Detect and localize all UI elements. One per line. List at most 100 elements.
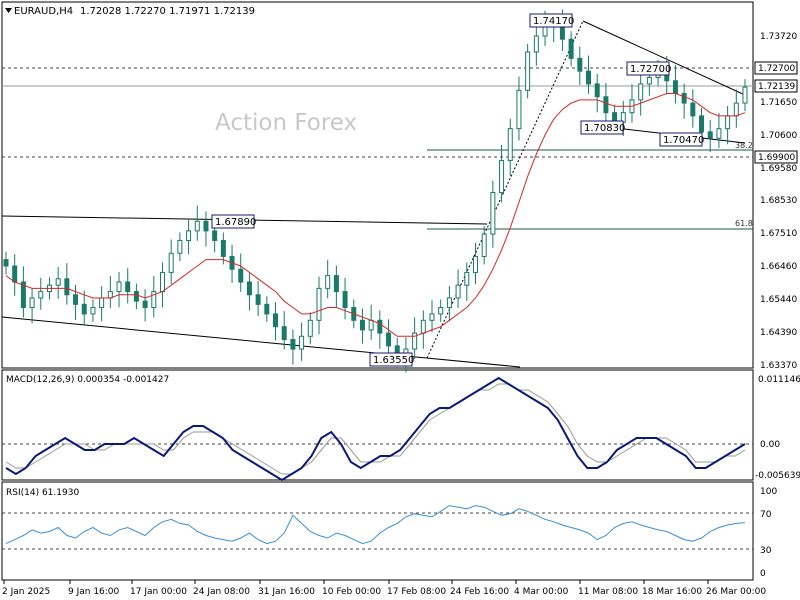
svg-text:1.72139: 1.72139 <box>758 82 795 92</box>
candle-body <box>116 281 122 293</box>
y-tick: 1.63370 <box>760 361 797 371</box>
candle-body <box>386 332 392 347</box>
candle-body <box>429 313 435 321</box>
candle-body <box>499 160 505 194</box>
price-axis: 1.73720 1.71650 1.70600 1.69580 1.68530 … <box>760 32 797 371</box>
candle-body <box>681 93 687 104</box>
point-label-74170: 1.74170 <box>529 13 574 28</box>
candle-body <box>194 220 200 232</box>
candle-body <box>455 284 461 299</box>
y-tick: 1.71650 <box>760 98 797 108</box>
x-tick-label: 17 Jan 00:00 <box>130 587 187 597</box>
point-label-72700: 1.72700 <box>626 61 671 76</box>
candle-body <box>542 25 548 37</box>
candle-body <box>3 259 9 267</box>
main-panel-frame <box>1 1 754 369</box>
symbol-arrow-icon <box>5 8 12 13</box>
macd-label: MACD(12,26,9) 0.000354 -0.001427 <box>6 375 169 385</box>
svg-text:1.74170: 1.74170 <box>533 16 574 27</box>
candle-body <box>264 303 270 315</box>
rsi-line <box>5 505 746 545</box>
x-tick-label: 18 Mar 16:00 <box>642 587 702 597</box>
macd-y-tick: 0.011146 <box>758 375 800 385</box>
x-tick-label: 26 Mar 00:00 <box>706 587 766 597</box>
svg-text:1.69900: 1.69900 <box>758 153 795 163</box>
candle-body <box>368 319 374 331</box>
candle-body <box>646 77 652 85</box>
candle-body <box>151 291 157 309</box>
macd-y-tick: 0.00 <box>760 440 780 450</box>
svg-text:1.67890: 1.67890 <box>215 217 256 228</box>
candle-body <box>603 96 609 114</box>
svg-text:1.63550: 1.63550 <box>373 355 414 366</box>
point-label-63550: 1.63550 <box>369 352 414 367</box>
macd-panel-frame <box>1 369 754 481</box>
candle-body <box>359 319 365 331</box>
price-tag-current: 1.72139 <box>754 79 798 93</box>
candle-body <box>420 319 426 334</box>
candle-body <box>516 89 522 130</box>
candle-body <box>220 239 226 257</box>
candles <box>3 9 748 373</box>
candle-body <box>325 275 331 289</box>
candle-body <box>90 307 96 315</box>
candle-body <box>81 303 87 315</box>
fib-382-label: 38.2 <box>735 141 753 150</box>
falling-wedge-upper <box>582 20 746 96</box>
rsi-panel-frame <box>1 481 754 581</box>
candle-body <box>690 102 696 117</box>
candle-body <box>699 115 705 133</box>
candle-body <box>594 83 600 98</box>
header: EURAUD,H4 1.72028 1.72270 1.71971 1.7213… <box>5 6 255 17</box>
candle-body <box>168 252 174 273</box>
candle-body <box>490 192 496 235</box>
y-tick: 1.64390 <box>760 328 797 338</box>
price-tag-69900: 1.69900 <box>754 150 798 164</box>
candle-body <box>307 319 313 337</box>
macd-signal-line <box>5 383 746 475</box>
macd-main-line <box>5 376 746 482</box>
candle-body <box>725 115 731 130</box>
x-tick-label: 10 Feb 00:00 <box>322 587 381 597</box>
candle-body <box>246 281 252 296</box>
candle-body <box>12 265 18 283</box>
macd-y-tick: -0.005639 <box>755 471 800 481</box>
price-tag-72700: 1.72700 <box>754 61 798 75</box>
candle-body <box>481 233 487 257</box>
candle-body <box>159 271 165 293</box>
candle-body <box>342 291 348 309</box>
candle-body <box>638 83 644 101</box>
candle-body <box>472 255 478 273</box>
candle-body <box>507 128 513 162</box>
rsi-y-tick: 30 <box>760 546 772 556</box>
candle-body <box>716 128 722 139</box>
x-tick-label: 17 Feb 08:00 <box>387 587 446 597</box>
symbol-label: EURAUD,H4 <box>14 6 73 17</box>
candle-body <box>177 239 183 254</box>
candle-body <box>568 38 574 59</box>
ohlc-readout: 1.72028 1.72270 1.71971 1.72139 <box>80 6 255 17</box>
candle-body <box>412 332 418 350</box>
candle-body <box>586 70 592 85</box>
x-tick-label: 31 Jan 16:00 <box>258 587 315 597</box>
y-tick: 1.69580 <box>760 164 797 174</box>
candle-body <box>316 287 322 321</box>
candle-body <box>29 297 35 309</box>
candle-body <box>446 297 452 309</box>
candle-body <box>212 230 218 241</box>
svg-text:1.70830: 1.70830 <box>584 123 625 134</box>
candle-body <box>333 275 339 293</box>
watermark: Action Forex <box>215 110 357 136</box>
time-axis: 2 Jan 2025 9 Jan 16:00 17 Jan 00:00 24 Jan … <box>2 580 766 597</box>
rsi-y-tick: 0 <box>760 569 766 579</box>
candle-body <box>533 35 539 53</box>
y-tick: 1.66460 <box>760 262 797 272</box>
moving-average-line <box>5 93 746 337</box>
point-label-70830: 1.70830 <box>580 120 625 135</box>
svg-text:1.72700: 1.72700 <box>758 64 795 74</box>
rally-dotted-line <box>426 20 584 359</box>
candle-body <box>290 338 296 350</box>
candle-body <box>707 131 713 139</box>
rsi-y-tick: 100 <box>760 487 777 497</box>
candle-body <box>377 319 383 334</box>
